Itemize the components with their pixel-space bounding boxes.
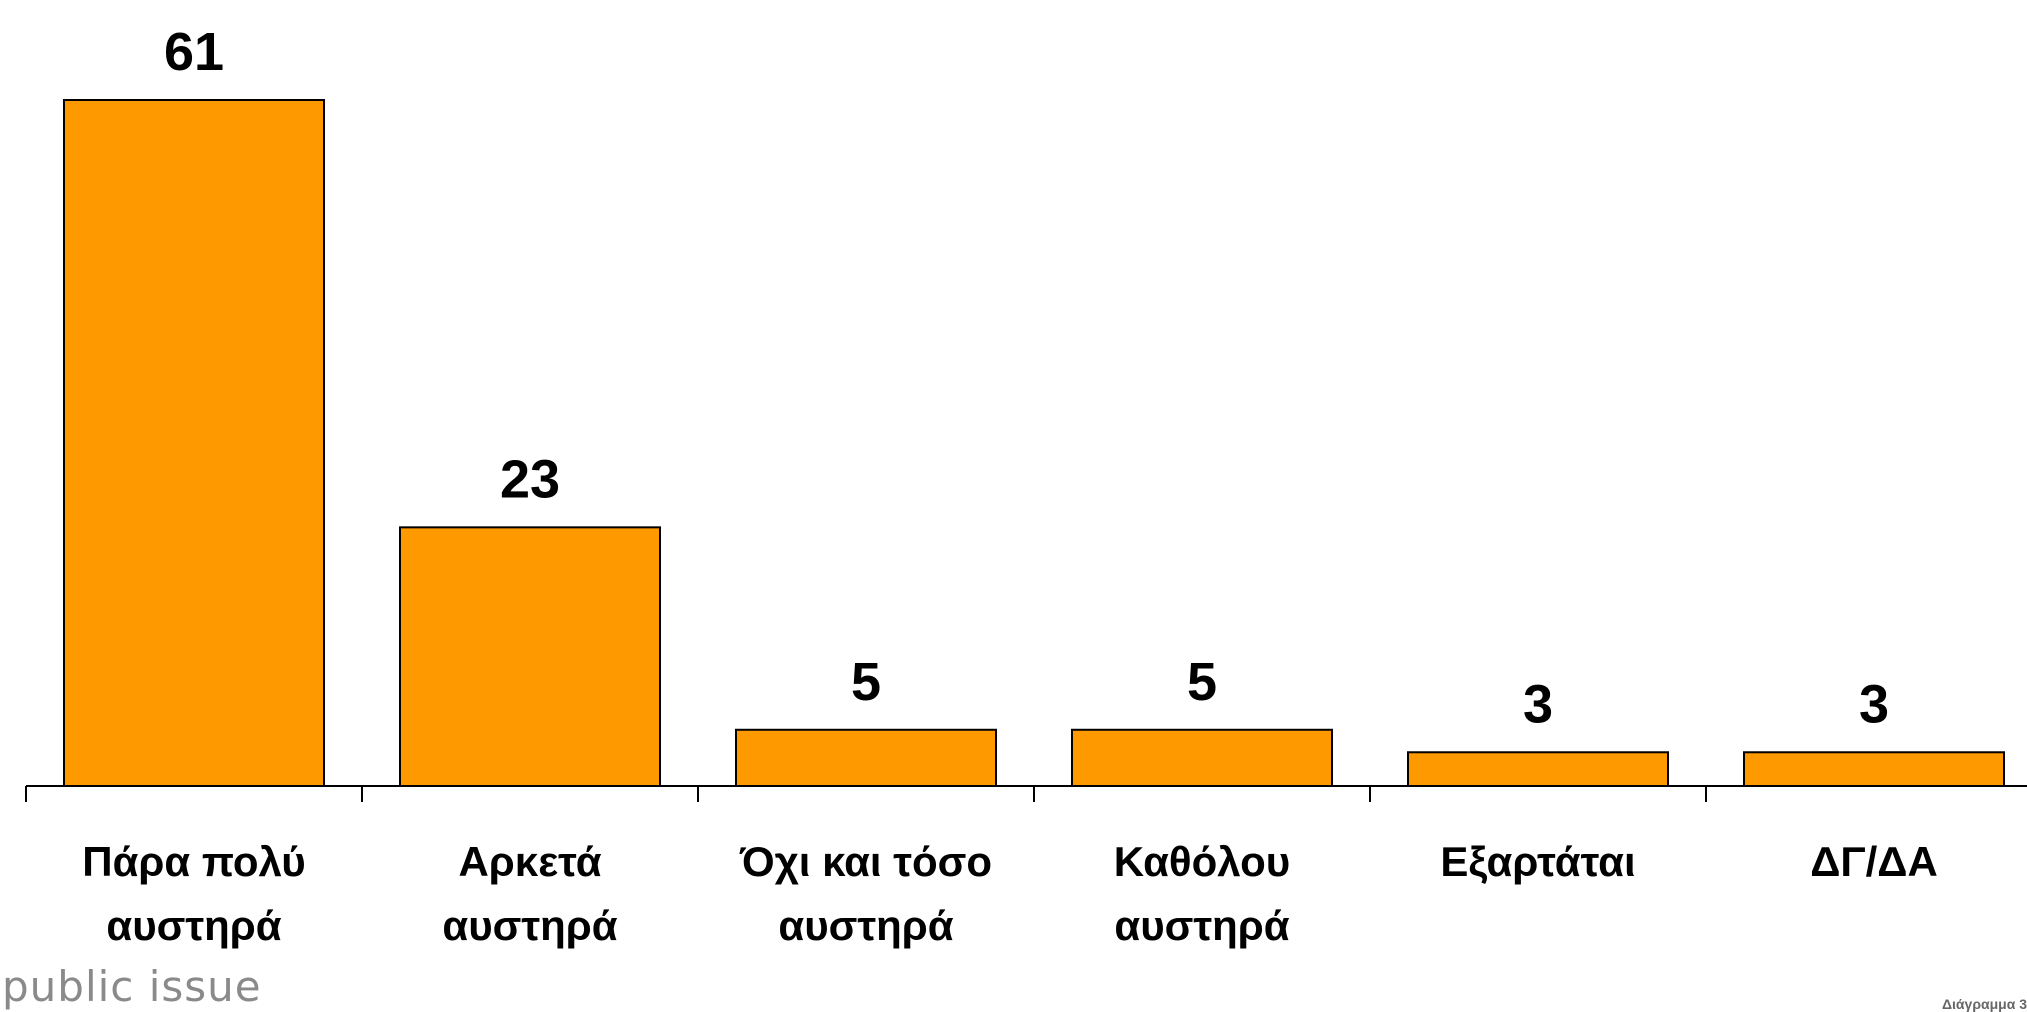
x-tick-label: Εξαρτάται <box>1440 838 1636 885</box>
bar <box>1743 751 2005 787</box>
bar <box>735 728 997 788</box>
x-tick-label: Όχι και τόσο αυστηρά <box>739 838 993 949</box>
bar <box>1071 728 1333 788</box>
x-tick-label: Πάρα πολύ αυστηρά <box>82 838 306 949</box>
x-tick-label: Καθόλου αυστηρά <box>1113 838 1291 949</box>
value-label: 61 <box>164 22 224 82</box>
figure-note: Διάγραμμα 3 <box>1941 996 2027 1012</box>
bar <box>63 99 325 787</box>
bar <box>1407 751 1669 787</box>
value-label: 3 <box>1523 674 1553 734</box>
x-tick-label: Αρκετά αυστηρά <box>442 838 618 949</box>
brand-logo: public issue <box>2 962 262 1011</box>
bar <box>399 526 661 787</box>
value-label: 5 <box>851 652 881 712</box>
value-label: 5 <box>1187 652 1217 712</box>
value-label: 23 <box>500 449 560 509</box>
value-label: 3 <box>1859 674 1889 734</box>
x-tick-label: ΔΓ/ΔΑ <box>1810 838 1938 885</box>
